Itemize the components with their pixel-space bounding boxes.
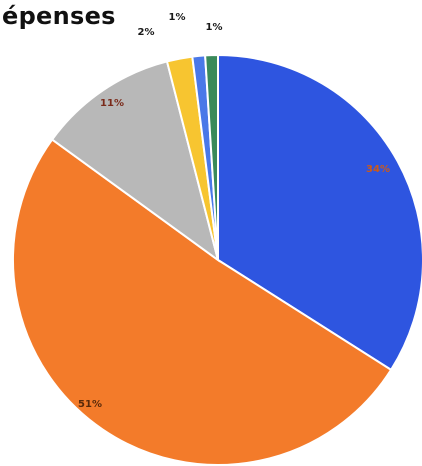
slice-label-3: 2%: [138, 27, 155, 38]
chart-title: épenses: [2, 2, 116, 30]
pie-slice-0: [217, 53, 422, 372]
slice-label-0: 34%: [366, 164, 390, 175]
slice-label-2: 11%: [100, 98, 124, 109]
pie-slice-1: [11, 138, 393, 466]
pie-slice-2: [50, 60, 220, 263]
slice-label-4: 1%: [169, 12, 186, 23]
pie-slices: [11, 53, 422, 466]
slice-label-5: 1%: [206, 22, 223, 33]
pie-labels: 34% 51% 11% 2% 1% 1%: [78, 12, 390, 410]
pie-slice-5: [204, 53, 219, 261]
slice-label-1: 51%: [78, 399, 102, 410]
